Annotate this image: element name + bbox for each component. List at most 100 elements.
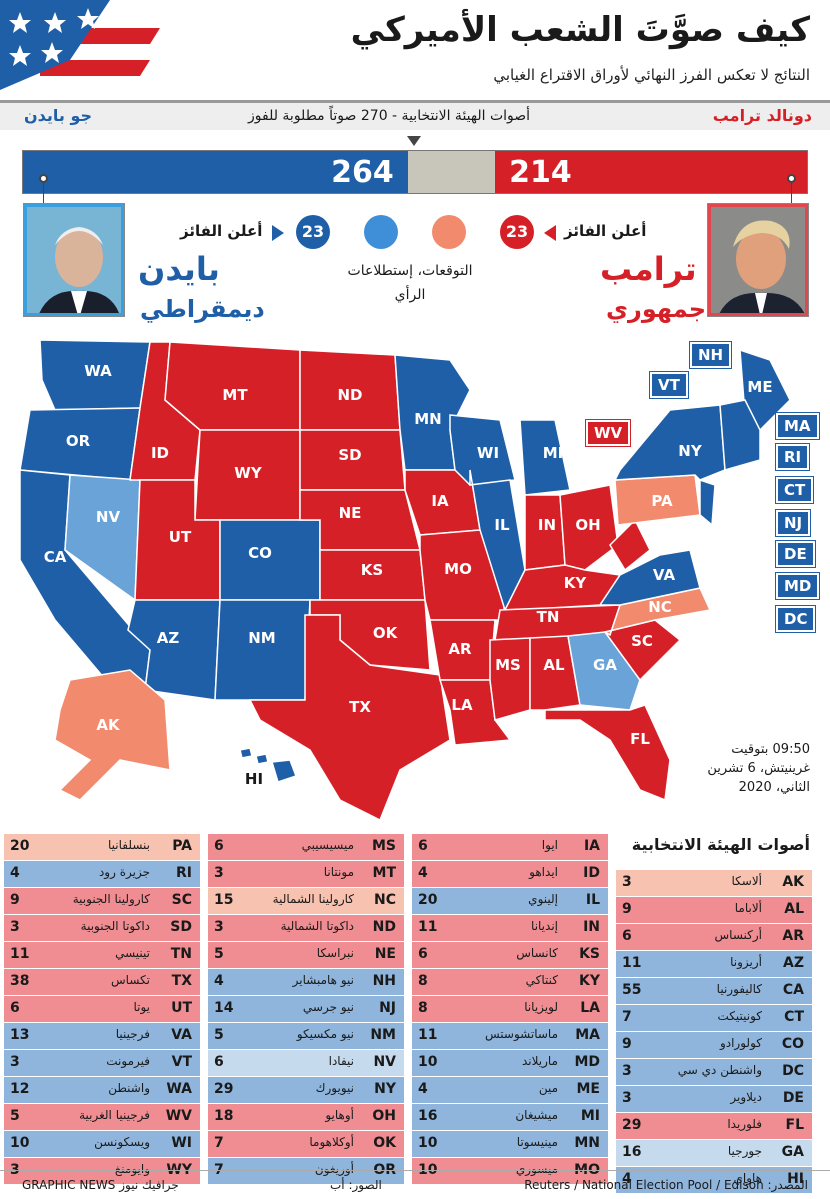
biden-portrait-icon — [27, 207, 121, 313]
table-row: 11 إنديانا IN — [412, 915, 608, 941]
ev-value: 12 — [10, 1081, 30, 1097]
photo-credit: الصور: أب — [330, 1178, 382, 1192]
state-name: كنتاكي — [525, 973, 558, 987]
state-name: فيرمونت — [106, 1054, 150, 1068]
label-WY: WY — [234, 464, 263, 482]
state-MI — [519, 419, 571, 496]
table-row: 6 أركنساس AR — [616, 924, 812, 950]
legend-biden-won-text: أعلن الفائز — [180, 222, 263, 240]
source-credit: المصدر: Reuters / National Election Pool… — [524, 1178, 808, 1192]
table-row: 16 جورجيا GA — [616, 1140, 812, 1166]
state-abbr: OK — [373, 1135, 396, 1151]
label-AR: AR — [448, 640, 472, 658]
biden-portrait — [23, 203, 125, 317]
label-KS: KS — [361, 561, 383, 579]
threshold-marker — [407, 136, 421, 146]
label-SC: SC — [631, 632, 653, 650]
ev-value: 9 — [10, 892, 20, 908]
biden-ev-bar: 264 — [23, 151, 408, 193]
ev-value: 6 — [214, 838, 224, 854]
state-name: ماساتشوستس — [484, 1027, 558, 1041]
box-CT: CT — [774, 476, 815, 504]
label-NV: NV — [96, 508, 121, 526]
legend-trump-won-text: أعلن الفائز — [564, 222, 647, 240]
state-VA — [598, 549, 701, 606]
label-KY: KY — [564, 574, 588, 592]
state-NE-states — [719, 399, 761, 471]
table-row: 5 فرجينيا الغربية WV — [4, 1104, 200, 1130]
table-column: 20 بنسلفانيا PA 4 جزيرة رود RI 9 كارولينا الجنو… — [4, 834, 200, 1185]
box-RI: RI — [774, 443, 811, 471]
label-MT: MT — [222, 386, 248, 404]
ev-value: 20 — [418, 892, 438, 908]
box-DC: DC — [774, 605, 817, 633]
state-name: وايومنغ — [114, 1162, 150, 1176]
state-abbr: VA — [171, 1027, 192, 1043]
table-column: 6 ميسيسيبي MS 3 مونتانا MT 15 كارولينا الشمالية… — [208, 834, 404, 1185]
brand-label: GRAPHIC NEWS جرافيك نيوز — [22, 1178, 179, 1192]
state-abbr: AZ — [783, 955, 804, 971]
state-WV — [609, 518, 651, 572]
label-AL: AL — [543, 656, 565, 674]
trump-portrait — [707, 203, 809, 317]
ev-value: 15 — [214, 892, 234, 908]
state-MS — [489, 637, 531, 721]
table-heading: أصوات الهيئة الانتخابية — [631, 835, 810, 854]
table-row: 5 نيو مكسيكو NM — [208, 1023, 404, 1049]
state-name: يوتا — [133, 1000, 150, 1014]
label-OH: OH — [575, 516, 600, 534]
state-TX — [248, 614, 451, 820]
label-UT: UT — [169, 528, 192, 546]
state-abbr: AR — [782, 928, 804, 944]
state-FL — [544, 704, 671, 802]
state-abbr: CT — [784, 1009, 804, 1025]
label-VA: VA — [653, 566, 676, 584]
ev-value: 5 — [214, 946, 224, 962]
label-GA: GA — [593, 656, 617, 674]
legend-rep-projection-icon — [432, 215, 466, 249]
table-row: 20 بنسلفانيا PA — [4, 834, 200, 860]
state-abbr: WV — [165, 1108, 192, 1124]
box-DE: DE — [775, 540, 816, 568]
table-row: 10 ويسكونسن WI — [4, 1131, 200, 1157]
ev-value: 5 — [10, 1108, 20, 1124]
state-name: نيو هامبشاير — [292, 973, 354, 987]
table-row: 6 ايوا IA — [412, 834, 608, 860]
state-name: ميشيغان — [515, 1108, 558, 1122]
state-abbr: AL — [784, 901, 804, 917]
label-NM: NM — [248, 629, 275, 647]
ev-value: 3 — [622, 1063, 632, 1079]
table-row: 18 أوهايو OH — [208, 1104, 404, 1130]
label-MI: MI — [543, 444, 564, 462]
ev-value: 6 — [418, 946, 428, 962]
ev-value: 6 — [214, 1054, 224, 1070]
page-title: كيف صوَّتَ الشعب الأميركي — [350, 10, 810, 50]
label-IA: IA — [431, 492, 449, 510]
state-name: واشنطن — [108, 1081, 150, 1095]
biden-party: ديمقراطي — [140, 295, 265, 323]
state-name: نيو مكسيكو — [296, 1027, 354, 1041]
label-HI: HI — [245, 770, 263, 788]
table-row: 29 فلوريدا FL — [616, 1113, 812, 1139]
state-name: بنسلفانيا — [108, 838, 150, 852]
label-NC: NC — [648, 598, 672, 616]
table-row: 38 تكساس TX — [4, 969, 200, 995]
state-name: ميسيسيبي — [301, 838, 354, 852]
table-row: 7 كونيتيكت CT — [616, 1005, 812, 1031]
label-AK: AK — [96, 716, 121, 734]
table-row: 10 ماريلاند MD — [412, 1050, 608, 1076]
state-name: ايداهو — [529, 865, 558, 879]
table-row: 4 جزيرة رود RI — [4, 861, 200, 887]
ev-value: 14 — [214, 1000, 234, 1016]
state-name: فلوريدا — [727, 1117, 762, 1131]
ev-value: 4 — [214, 973, 224, 989]
state-abbr: MS — [371, 838, 396, 854]
state-abbr: KY — [579, 973, 600, 989]
state-name: نيفادا — [328, 1054, 354, 1068]
state-abbr: NM — [370, 1027, 396, 1043]
state-name: كولورادو — [719, 1036, 762, 1050]
state-name: فرجينيا — [115, 1027, 150, 1041]
ev-value: 7 — [214, 1135, 224, 1151]
table-row: 4 هاواي HI — [616, 1167, 812, 1193]
state-name: أوريغون — [314, 1162, 354, 1176]
